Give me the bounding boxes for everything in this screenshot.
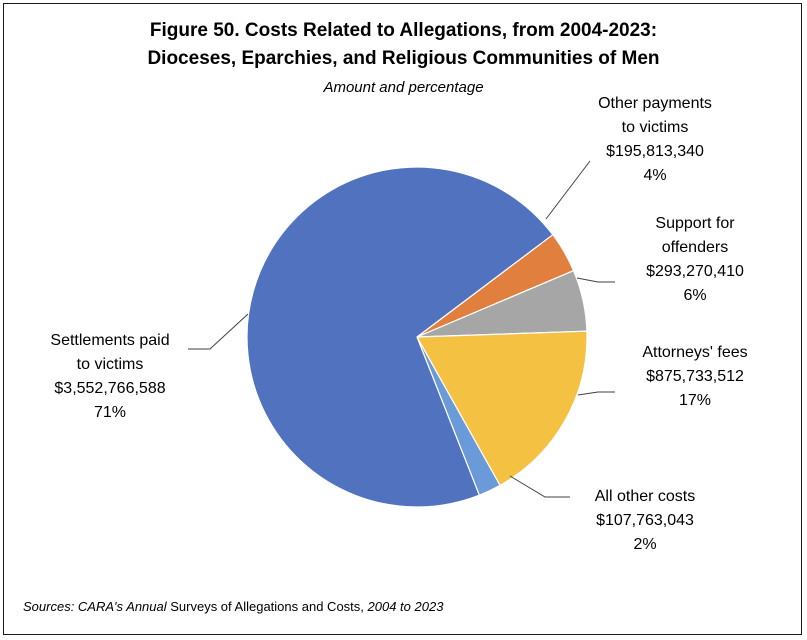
- data-label-all-other-costs-name-1: All other costs: [595, 488, 695, 505]
- data-label-support-for-offenders-name-1: Support for: [655, 215, 735, 232]
- source-part1: Sources: CARA's Annual: [23, 599, 167, 614]
- pie-slice-attorneys-fees: [415, 330, 588, 487]
- data-label-all-other-costs-amount: $107,763,043: [596, 512, 694, 529]
- data-label-attorneys-fees-amount: $875,733,512: [646, 368, 744, 385]
- leader-line-all-other-costs: [509, 475, 570, 498]
- data-label-other-payments-to-victims-name-2: to victims: [622, 119, 689, 136]
- data-label-settlements-paid-to-victims-percent: 71%: [94, 404, 126, 421]
- data-label-other-payments-to-victims-amount: $195,813,340: [606, 143, 704, 160]
- data-label-settlements-paid-to-victims-amount: $3,552,766,588: [54, 380, 165, 397]
- data-label-support-for-offenders-percent: 6%: [683, 287, 706, 304]
- pie-slice-settlements-paid-to-victims: [246, 166, 554, 508]
- chart-subtitle: Amount and percentage: [323, 79, 484, 96]
- chart-title-line2: Dioceses, Eparchies, and Religious Commu…: [147, 48, 660, 69]
- data-label-attorneys-fees-percent: 17%: [679, 392, 711, 409]
- data-label-support-for-offenders-name-2: offenders: [662, 239, 728, 256]
- data-label-attorneys-fees-name-1: Attorneys' fees: [642, 344, 747, 361]
- data-label-support-for-offenders-amount: $293,270,410: [646, 263, 744, 280]
- leader-line-other-payments-to-victims: [545, 160, 591, 220]
- source-part3: 2004 to 2023: [363, 599, 444, 614]
- source-note: Sources: CARA's Annual Surveys of Allega…: [23, 599, 443, 614]
- data-label-all-other-costs-percent: 2%: [633, 536, 656, 553]
- data-label-other-payments-to-victims-name-1: Other payments: [598, 95, 712, 112]
- source-part2: Surveys of Allegations and Costs,: [166, 599, 364, 614]
- data-label-settlements-paid-to-victims-name-1: Settlements paid: [50, 332, 169, 349]
- leader-line-support-for-offenders: [576, 277, 615, 283]
- data-label-other-payments-to-victims-percent: 4%: [643, 167, 666, 184]
- data-label-settlements-paid-to-victims-name-2: to victims: [77, 356, 144, 373]
- chart-title: Figure 50. Costs Related to Allegations,…: [149, 20, 658, 41]
- leader-line-settlements-paid-to-victims: [188, 313, 249, 350]
- leader-line-attorneys-fees: [577, 391, 615, 396]
